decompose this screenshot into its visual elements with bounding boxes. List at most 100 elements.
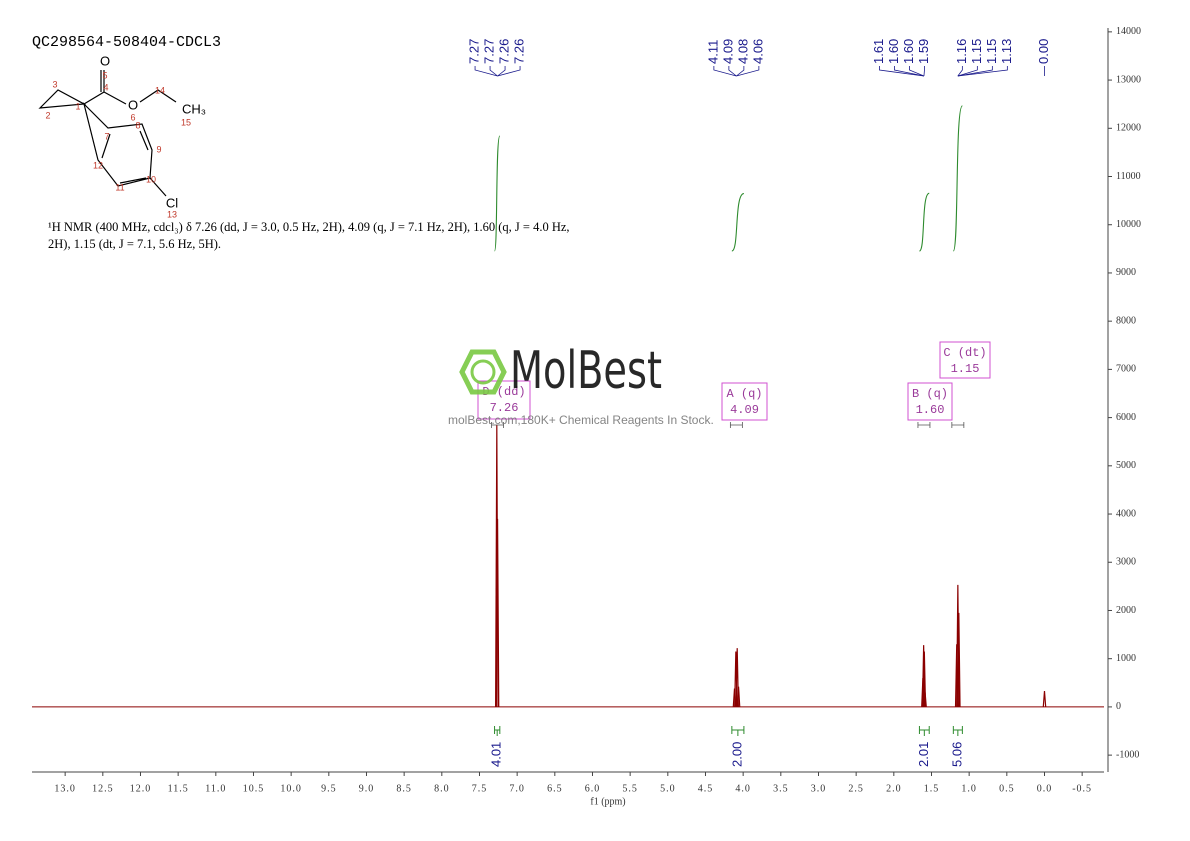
multiplet-name: A (q): [726, 387, 762, 401]
peak-label-leader: [923, 66, 925, 77]
y-tick-label: 13000: [1116, 74, 1141, 85]
peak-label: 1.16: [954, 39, 969, 64]
x-tick-label: 0.5: [999, 783, 1015, 794]
bond: [82, 102, 167, 197]
description-line: ¹H NMR (400 MHz, cdcl₃) δ 7.26 (dd, J = …: [48, 220, 570, 234]
x-tick-label: 3.5: [773, 783, 789, 794]
x-tick-label: 7.5: [472, 783, 488, 794]
description-line: 2H), 1.15 (dt, J = 7.1, 5.6 Hz, 5H).: [48, 237, 221, 251]
y-tick-label: 8000: [1116, 315, 1136, 326]
y-tick-label: 9000: [1116, 267, 1136, 278]
x-tick-label: 12.0: [130, 783, 152, 794]
x-tick-label: 9.5: [321, 783, 337, 794]
peak-label: 4.08: [735, 39, 750, 64]
peak-label: 1.61: [871, 39, 886, 64]
multiplet-box: [721, 382, 768, 421]
peak-label-leader: [713, 66, 737, 77]
x-tick-label: 5.0: [660, 783, 676, 794]
peak-label: 1.60: [886, 39, 901, 64]
integral-curve: [731, 193, 745, 252]
x-tick-label: 0.0: [1037, 783, 1053, 794]
peak-label-leader: [474, 66, 498, 77]
x-tick-label: 4.0: [735, 783, 751, 794]
x-tick-label: 10.5: [243, 783, 265, 794]
peak-label: 7.27: [467, 39, 482, 64]
y-tick-label: -1000: [1116, 749, 1139, 760]
x-tick-label: 8.0: [434, 783, 450, 794]
x-tick-label: 7.0: [509, 783, 525, 794]
peak-label: 7.26: [497, 39, 512, 64]
multiplet-range: [491, 422, 504, 428]
peak-label: 1.15: [969, 39, 984, 64]
peak-label: 7.26: [512, 39, 527, 64]
atom-number: 13: [167, 209, 177, 219]
x-tick-label: 6.0: [585, 783, 601, 794]
integral-label: 5.06: [949, 742, 964, 767]
atom-number: 15: [181, 117, 191, 127]
peak-label: 0.00: [1036, 39, 1051, 64]
atom-label: CH₃: [182, 101, 206, 116]
peak: [922, 651, 927, 707]
multiplet-range: [729, 422, 743, 428]
integral-curve: [494, 135, 501, 252]
atom-number: 5: [102, 70, 107, 80]
y-tick-label: 11000: [1116, 171, 1141, 182]
y-tick-label: 5000: [1116, 460, 1136, 471]
x-tick-label: 1.0: [961, 783, 977, 794]
peak-label-leader: [957, 66, 1008, 77]
integral-curve: [952, 105, 963, 252]
integral-label: 4.01: [489, 742, 504, 767]
atom-number: 1: [75, 101, 80, 111]
multiplet-box: [477, 380, 531, 420]
atom-number: 7: [104, 131, 109, 141]
chart-title: QC298564-508404-CDCL3: [32, 34, 221, 51]
x-tick-label: 4.5: [698, 783, 714, 794]
atom-number: 12: [93, 160, 103, 170]
multiplet-range: [917, 422, 931, 428]
integral-curve: [918, 192, 930, 252]
x-tick-label: 3.0: [811, 783, 827, 794]
x-tick-label: 11.5: [168, 783, 189, 794]
y-tick-label: 6000: [1116, 412, 1136, 423]
integral-label: 2.00: [729, 742, 744, 767]
atom-number: 14: [155, 85, 165, 95]
peak-label: 1.13: [999, 39, 1014, 64]
x-tick-label: 8.5: [396, 783, 412, 794]
peak-label-leader: [957, 66, 963, 77]
bond: [83, 70, 177, 105]
atom-label: Cl: [166, 195, 178, 210]
y-tick-label: 0: [1116, 701, 1121, 712]
peak-label-leader: [957, 66, 978, 77]
y-tick-label: 7000: [1116, 364, 1136, 375]
x-tick-label: 1.5: [924, 783, 940, 794]
integral-bracket: [918, 726, 930, 736]
x-tick-label: 2.0: [886, 783, 902, 794]
integral-bracket: [952, 726, 963, 736]
multiplet-range: [951, 422, 965, 428]
peak-label: 4.06: [750, 39, 765, 64]
x-tick-label: 6.5: [547, 783, 563, 794]
peak-label-leader: [497, 66, 521, 77]
x-tick-label: 13.0: [54, 783, 76, 794]
multiplet-name: C (dt): [943, 346, 986, 360]
watermark-slogan: molBest.com,180K+ Chemical Reagents In S…: [448, 413, 714, 427]
multiplet-shift: 1.60: [916, 403, 945, 417]
x-tick-label: 10.0: [280, 783, 302, 794]
watermark: MolBest molBest.com,180K+ Chemical Reage…: [448, 341, 714, 427]
peak: [921, 645, 926, 707]
peak: [957, 612, 961, 707]
bond: [38, 89, 87, 109]
logo-ring: [470, 359, 496, 385]
peak-label-leader: [894, 66, 925, 77]
x-tick-label: -0.5: [1072, 783, 1092, 794]
x-axis-label: f1 (ppm): [590, 796, 625, 807]
atom-number: 4: [103, 82, 108, 92]
x-tick-label: 2.5: [848, 783, 864, 794]
atom-number: 11: [115, 182, 124, 192]
structure-bonds: [38, 70, 177, 197]
x-tick-label: 9.0: [359, 783, 375, 794]
peak-label-leader: [489, 66, 498, 77]
multiplet-shift: 4.09: [730, 403, 759, 417]
